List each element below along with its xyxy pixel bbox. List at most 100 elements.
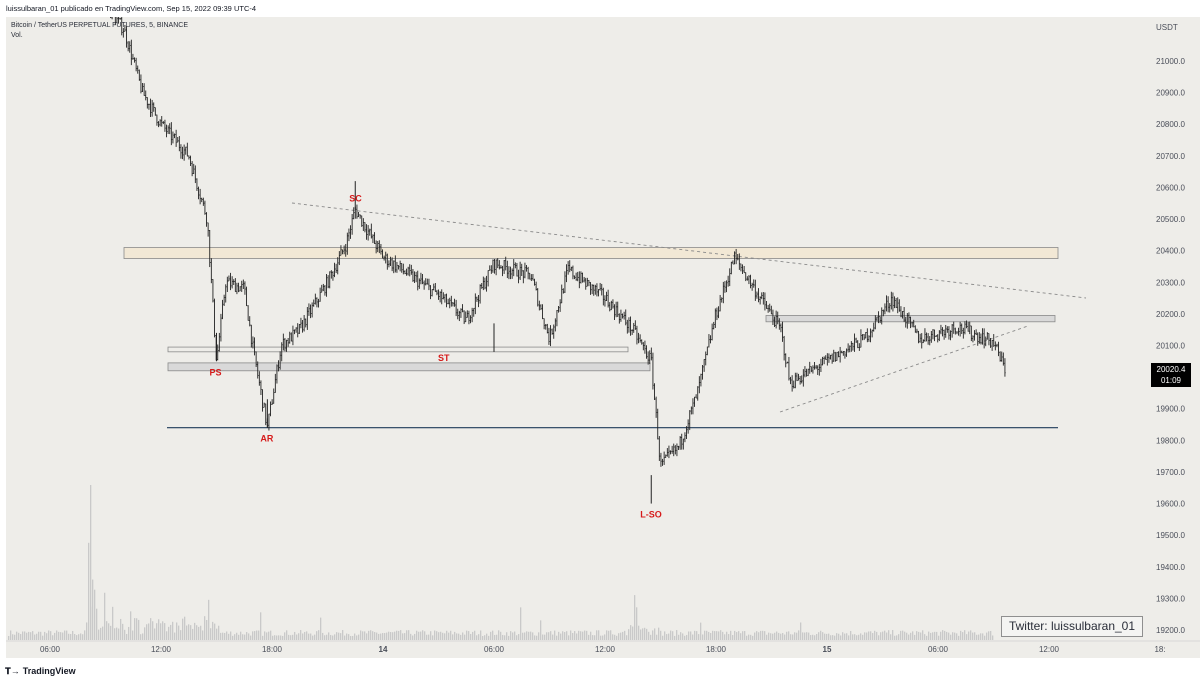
volume-bar xyxy=(790,634,792,640)
volume-bar xyxy=(338,632,340,640)
volume-bar xyxy=(752,635,754,640)
volume-bar xyxy=(364,631,366,640)
time-tick-label: 18:00 xyxy=(262,645,283,654)
chart-pane[interactable] xyxy=(6,17,1148,658)
volume-bar xyxy=(80,633,82,640)
volume-bar xyxy=(240,631,242,640)
volume-bar xyxy=(102,626,104,640)
volume-bar xyxy=(930,632,932,640)
last-price-value: 20020.4 xyxy=(1156,365,1186,374)
volume-bar xyxy=(908,634,910,640)
volume-bar xyxy=(46,633,48,640)
price-tick-label: 19600.0 xyxy=(1156,500,1185,509)
volume-bar xyxy=(310,633,312,640)
volume-bar xyxy=(280,635,282,640)
volume-bar xyxy=(210,628,212,640)
price-tick-label: 20700.0 xyxy=(1156,152,1185,161)
volume-bar xyxy=(838,633,840,640)
volume-bar xyxy=(898,634,900,640)
volume-bar xyxy=(458,633,460,640)
volume-bar xyxy=(498,630,500,640)
volume-bar xyxy=(142,633,144,640)
volume-bar xyxy=(202,630,204,640)
volume-bar xyxy=(10,630,12,640)
volume-bar xyxy=(936,631,938,640)
volume-bar xyxy=(26,632,28,640)
volume-bar xyxy=(146,624,148,640)
volume-bar xyxy=(38,631,40,640)
volume-bar xyxy=(82,634,84,640)
volume-bar xyxy=(870,631,872,640)
volume-bar xyxy=(466,630,468,640)
volume-bar xyxy=(558,631,560,640)
volume-bar xyxy=(412,635,414,640)
volume-bar xyxy=(94,589,96,640)
volume-bar xyxy=(116,627,118,640)
volume-bar xyxy=(8,635,10,640)
volume-bar xyxy=(782,633,784,640)
volume-bar xyxy=(12,634,14,640)
volume-bar xyxy=(438,632,440,640)
volume-bar xyxy=(698,634,700,640)
volume-bar xyxy=(236,632,238,640)
volume-bar xyxy=(476,635,478,640)
volume-bar xyxy=(840,635,842,640)
volume-bar xyxy=(554,630,556,640)
volume-bar xyxy=(872,633,874,640)
volume-bar xyxy=(680,632,682,640)
volume-bar xyxy=(354,633,356,640)
volume-bar xyxy=(904,631,906,640)
volume-bar xyxy=(40,631,42,640)
price-tick-label: 19700.0 xyxy=(1156,468,1185,477)
volume-bar xyxy=(178,625,180,640)
volume-bar xyxy=(214,623,216,640)
volume-legend: Vol. xyxy=(11,32,23,39)
volume-bar xyxy=(264,631,266,640)
volume-bar xyxy=(750,634,752,640)
zones xyxy=(123,247,1059,372)
volume-bar xyxy=(446,630,448,640)
volume-bar xyxy=(144,627,146,640)
twitter-watermark: Twitter: luissulbaran_01 xyxy=(1001,616,1143,637)
volume-bar xyxy=(28,631,30,640)
volume-bar xyxy=(850,630,852,640)
volume-bar xyxy=(98,629,100,640)
volume-bar xyxy=(196,625,198,640)
volume-bar xyxy=(372,631,374,640)
volume-bar xyxy=(810,635,812,640)
volume-bar xyxy=(312,635,314,640)
volume-bar xyxy=(198,626,200,640)
volume-bar xyxy=(992,635,994,640)
volume-bar xyxy=(636,607,638,640)
price-scale[interactable] xyxy=(1148,17,1200,658)
volume-bar xyxy=(514,631,516,640)
volume-bar xyxy=(378,633,380,640)
volume-bar xyxy=(134,618,136,640)
volume-bar xyxy=(300,630,302,640)
volume-bar xyxy=(940,631,942,640)
volume-bar xyxy=(450,630,452,640)
volume-bar xyxy=(758,632,760,640)
volume-bar xyxy=(374,632,376,640)
volume-bar xyxy=(252,631,254,640)
volume-bar xyxy=(688,631,690,640)
volume-bar xyxy=(492,630,494,640)
volume-bar xyxy=(62,632,64,640)
price-scale-currency: USDT xyxy=(1156,23,1178,32)
volume-bar xyxy=(754,632,756,640)
volume-bar xyxy=(548,632,550,640)
volume-bar xyxy=(918,631,920,640)
volume-bar xyxy=(56,630,58,640)
volume-bar xyxy=(512,632,514,640)
volume-bar xyxy=(318,630,320,640)
publish-header: luissulbaran_01 publicado en TradingView… xyxy=(0,0,1200,17)
volume-bar xyxy=(826,633,828,640)
volume-bar xyxy=(482,635,484,640)
volume-bar xyxy=(244,634,246,640)
tradingview-logo[interactable]: 𝐓→ TradingView xyxy=(5,666,76,677)
volume-bar xyxy=(684,635,686,640)
volume-bar xyxy=(246,632,248,640)
volume-bar xyxy=(942,630,944,640)
volume-bar xyxy=(834,635,836,640)
volume-bar xyxy=(408,630,410,640)
